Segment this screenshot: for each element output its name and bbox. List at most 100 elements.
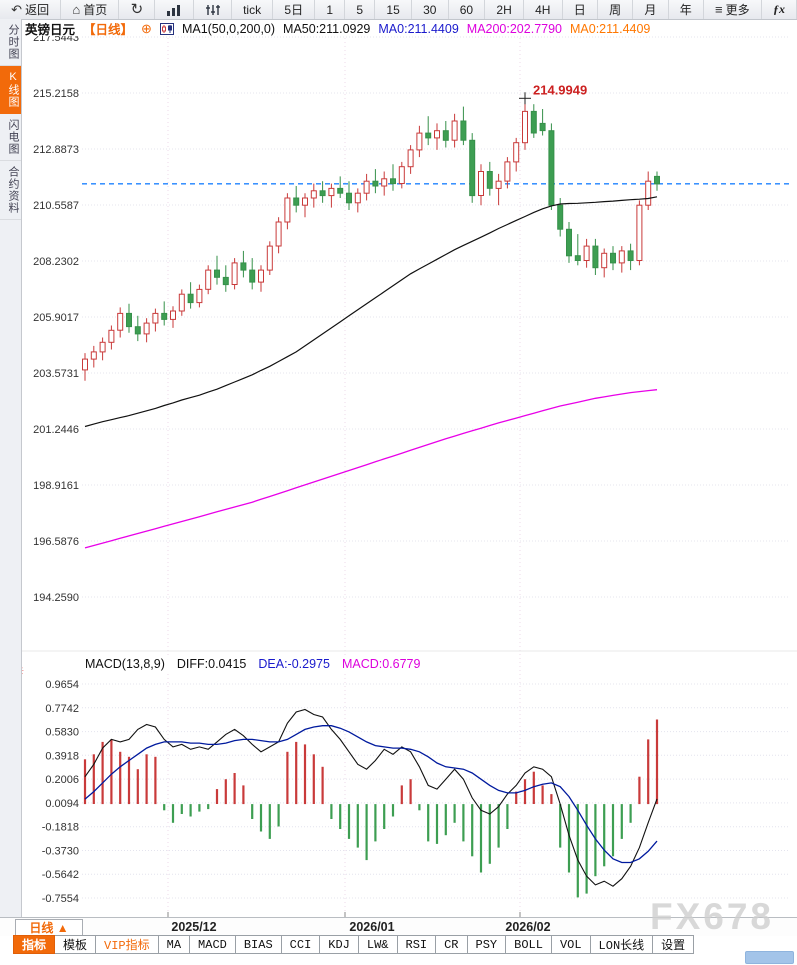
candle (460, 120, 467, 141)
candle (108, 329, 115, 343)
candle (566, 228, 572, 257)
candle (434, 130, 440, 139)
indicator-tab-MACD[interactable]: MACD (190, 935, 236, 954)
indicator-tab-VIP指标[interactable]: VIP指标 (96, 935, 159, 954)
chart-type-sidebar: 分时图 K线图 闪电图 合约资料 (0, 19, 22, 917)
toolbar-button-4H[interactable]: 4H (524, 0, 563, 19)
candlesticks[interactable] (82, 98, 660, 381)
toolbar-button-30[interactable]: 30 (412, 0, 449, 19)
candle (451, 120, 458, 141)
toolbar-button-2H[interactable]: 2H (485, 0, 524, 19)
candle (152, 312, 159, 324)
candle (275, 221, 282, 247)
x-axis-label: 2026/02 (505, 920, 551, 934)
candle (328, 187, 335, 197)
candle (187, 293, 194, 304)
indicator-tab-指标[interactable]: 指标 (13, 935, 56, 954)
sidebar-tab-K线图[interactable]: K线图 (0, 66, 21, 114)
toolbar-button-sliders-icon[interactable] (194, 0, 232, 19)
candle (284, 197, 291, 223)
svg-text:-0.5642: -0.5642 (42, 869, 79, 881)
candle (258, 269, 264, 283)
indicator-tab-模板[interactable]: 模板 (55, 935, 97, 954)
indicator-tab-CR[interactable]: CR (436, 935, 468, 954)
toolbar-button-日[interactable]: 日 (563, 0, 598, 19)
ma0-blue-value: MA0:211.4409 (378, 21, 459, 36)
toolbar-button-5日[interactable]: 5日 (273, 0, 316, 19)
indicator-tab-设置[interactable]: 设置 (653, 935, 695, 954)
candle (178, 293, 185, 312)
toolbar-button-返回[interactable]: ↶ 返回 (0, 0, 62, 19)
sidebar-tab-合约资料[interactable]: 合约资料 (0, 161, 21, 220)
macd-diff-line (84, 708, 658, 887)
candle (574, 255, 581, 261)
toolbar-button-1[interactable]: 1 (315, 0, 346, 19)
macd-pane-grid: 0.9654 0.7742 0.5830 0.3918 0.2006 0.0094 -0.1… (42, 679, 790, 905)
main-pane-grid: 217.5443215.2158212.8873210.5587208.2302… (33, 30, 790, 917)
candle (407, 149, 414, 168)
indicator-tabs: 指标 模板 VIP指标 MA MACD BIAS CCI KDJ LW& RSI CR PSY BOLL… (13, 935, 695, 954)
candle (539, 122, 546, 132)
indicator-tab-BOLL[interactable]: BOLL (506, 935, 552, 954)
toolbar-button-refresh-icon[interactable]: ↻ (119, 0, 156, 19)
svg-text:0.9654: 0.9654 (45, 679, 79, 691)
candle (522, 110, 528, 144)
scrollbar-thumb[interactable] (745, 951, 794, 964)
candle (293, 197, 300, 206)
macd-params: MACD(13,8,9) (85, 657, 165, 671)
bottom-strip (0, 954, 797, 965)
candlestick-icon (159, 22, 174, 35)
toolbar-button-年[interactable]: 年 (669, 0, 704, 19)
candle (618, 250, 625, 264)
candle (548, 130, 555, 206)
candle (302, 197, 308, 206)
svg-text:0.7742: 0.7742 (45, 703, 79, 715)
svg-text:-0.3730: -0.3730 (42, 846, 79, 858)
add-compare-icon[interactable]: ⊕ (141, 20, 152, 36)
svg-text:198.9161: 198.9161 (33, 480, 79, 492)
candle (222, 276, 229, 286)
candle (205, 269, 212, 290)
indicator-tab-LW&[interactable]: LW& (358, 935, 398, 954)
indicator-tab-MA[interactable]: MA (158, 935, 191, 954)
svg-text:215.2158: 215.2158 (33, 88, 79, 100)
x-axis-label: 2026/01 (349, 920, 395, 934)
sidebar-tab-闪电图[interactable]: 闪电图 (0, 114, 21, 161)
toolbar-button-更多[interactable]: ≡ 更多 (704, 0, 762, 19)
candle (99, 341, 106, 353)
indicator-tab-PSY[interactable]: PSY (467, 935, 507, 954)
svg-text:0.3918: 0.3918 (45, 750, 79, 762)
indicator-tab-BIAS[interactable]: BIAS (235, 935, 282, 954)
candle (266, 245, 273, 271)
toolbar-button-首页[interactable]: ⌂ 首页 (61, 0, 120, 19)
candle (654, 175, 660, 185)
toolbar-button-tick[interactable]: tick (232, 0, 274, 19)
chart-canvas[interactable]: 217.5443215.2158212.8873210.5587208.2302… (0, 0, 797, 917)
toolbar-button-5[interactable]: 5 (345, 0, 376, 19)
toolbar-button-周[interactable]: 周 (598, 0, 634, 19)
indicator-tab-LON长线[interactable]: LON长线 (590, 935, 654, 954)
sidebar-tab-分时图[interactable]: 分时图 (0, 19, 21, 66)
toolbar-button-ƒx[interactable]: ƒx (762, 0, 797, 19)
indicator-tab-RSI[interactable]: RSI (397, 935, 437, 954)
candle (486, 171, 493, 189)
candle (249, 269, 256, 283)
macd-dea-value: DEA:-0.2975 (258, 657, 330, 671)
candle (117, 312, 124, 331)
candle (610, 252, 616, 264)
indicator-tab-KDJ[interactable]: KDJ (320, 935, 359, 954)
toolbar-button-15[interactable]: 15 (375, 0, 412, 19)
candle (372, 180, 379, 187)
period-selector[interactable]: 日线 ▲ (15, 919, 83, 936)
svg-text:0.5830: 0.5830 (45, 727, 79, 739)
toolbar-button-bar-chart-icon[interactable] (155, 0, 194, 19)
svg-text:-0.1818: -0.1818 (42, 822, 79, 834)
candle (398, 166, 405, 184)
indicator-tab-CCI[interactable]: CCI (281, 935, 321, 954)
indicator-tab-VOL[interactable]: VOL (551, 935, 591, 954)
svg-text:0.0094: 0.0094 (45, 798, 79, 810)
peak-annotation: 214.9949 (519, 82, 587, 105)
toolbar-button-月[interactable]: 月 (633, 0, 669, 19)
toolbar-button-60[interactable]: 60 (449, 0, 486, 19)
